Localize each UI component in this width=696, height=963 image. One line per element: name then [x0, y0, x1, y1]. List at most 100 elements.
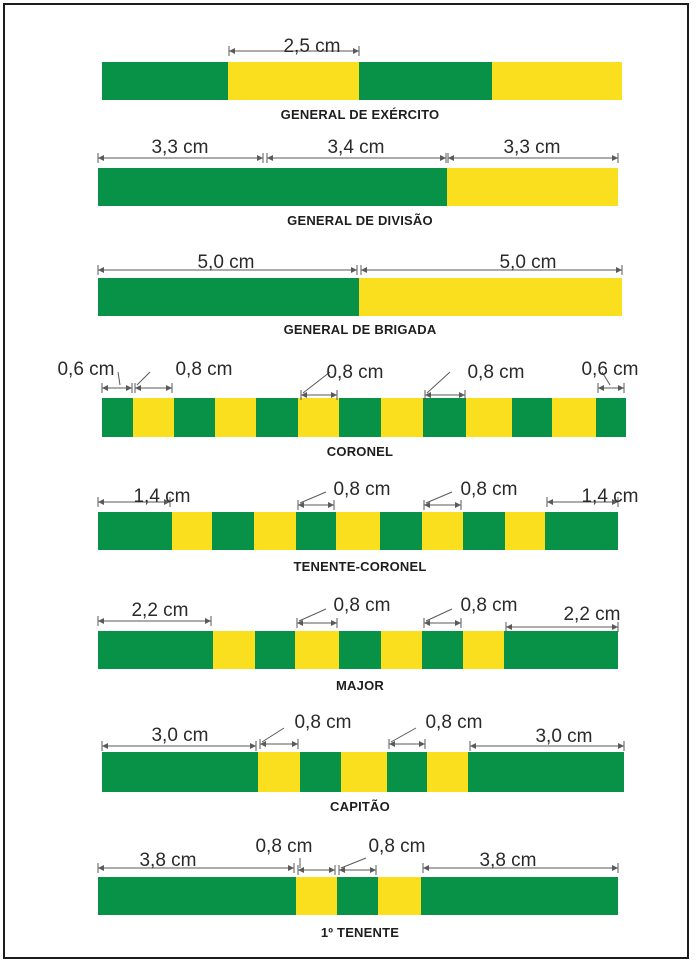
leader-line [426, 371, 451, 394]
arrowhead-right [351, 267, 357, 273]
stripe-green [423, 398, 466, 437]
measurement-label: 0,8 cm [333, 479, 390, 500]
stripe-yellow [381, 398, 423, 437]
stripe-yellow [213, 631, 255, 669]
measurement-label: 3,8 cm [139, 850, 196, 871]
arrowhead-left [260, 741, 266, 747]
measurement-label: 0,8 cm [255, 836, 312, 857]
arrowhead-left [229, 48, 235, 54]
arrowhead-right [328, 502, 334, 508]
arrowhead-right [459, 392, 465, 398]
measurement-label: 3,4 cm [327, 137, 384, 158]
measurement-label: 3,8 cm [479, 850, 536, 871]
arrowhead-right [618, 743, 624, 749]
arrowhead-left [301, 392, 307, 398]
insignia-group: 3,0 cm 0,8 cm 0,8 cm 3,0 cm CAPITÃO [101, 712, 625, 814]
stripe-green [98, 168, 265, 206]
insignia-group: 2,5 cm GENERAL DE EXÉRCITO [102, 36, 622, 122]
arrowhead-left [298, 867, 304, 873]
stripe-yellow [341, 752, 387, 792]
stripe-green [359, 62, 492, 100]
measurement-label: 2,2 cm [563, 604, 620, 625]
measurement-label: 0,8 cm [460, 595, 517, 616]
arrowhead-left [98, 618, 104, 624]
stripe-yellow [295, 631, 339, 669]
leader-line [390, 727, 417, 743]
stripe-green [300, 752, 341, 792]
leader-line [302, 371, 331, 394]
arrowhead-left [389, 741, 395, 747]
arrowhead-right [329, 867, 335, 873]
stripe-green [339, 398, 381, 437]
rank-label: GENERAL DE BRIGADA [284, 322, 437, 337]
measurement-label: 0,8 cm [326, 362, 383, 383]
stripe-green [102, 62, 228, 100]
arrowhead-left [547, 499, 553, 505]
stripe-green [387, 752, 427, 792]
rank-label: CORONEL [327, 444, 393, 459]
stripe-yellow [298, 398, 339, 437]
stripe-yellow [378, 877, 421, 915]
leader-line [425, 608, 453, 622]
stripe-green [212, 512, 254, 550]
rank-label: 1º TENENTE [321, 925, 399, 940]
measurement-label: 2,2 cm [131, 600, 188, 621]
stripe-green [545, 512, 618, 550]
stripe-green [98, 512, 172, 550]
arrowhead-right [612, 865, 618, 871]
arrowhead-right [257, 155, 263, 161]
arrowhead-left [98, 155, 104, 161]
measurement-label: 0,8 cm [368, 836, 425, 857]
measurement-label: 0,8 cm [294, 712, 351, 733]
stripe-green [421, 877, 618, 915]
stripe-yellow [466, 398, 512, 437]
stripe-green [102, 398, 133, 437]
insignia-group: 5,0 cm 5,0 cm GENERAL DE BRIGADA [97, 252, 623, 337]
measurement-label: 3,0 cm [151, 725, 208, 746]
measurement-label: 0,8 cm [333, 595, 390, 616]
arrowhead-left [425, 392, 431, 398]
stripe-green [256, 398, 298, 437]
stripe-green [504, 631, 618, 669]
stripe-green [98, 631, 213, 669]
stripe-green [463, 512, 505, 550]
stripe-green [174, 398, 215, 437]
measurement-label: 3,3 cm [151, 137, 208, 158]
arrowhead-left [298, 502, 304, 508]
measurement-label: 0,8 cm [425, 712, 482, 733]
arrowhead-right [419, 741, 425, 747]
rank-label: MAJOR [336, 678, 384, 693]
leader-line [136, 371, 151, 386]
arrowhead-right [618, 385, 624, 391]
stripe-green [339, 631, 381, 669]
arrowhead-right [250, 743, 256, 749]
arrowhead-right [616, 267, 622, 273]
arrowhead-left [102, 743, 108, 749]
arrowhead-left [98, 865, 104, 871]
leader-line [340, 857, 367, 869]
arrowhead-left [424, 620, 430, 626]
stripe-yellow [422, 512, 463, 550]
arrowhead-left [424, 502, 430, 508]
stripe-yellow [505, 512, 545, 550]
measurement-label: 2,5 cm [283, 36, 340, 57]
stripe-green [98, 278, 359, 316]
rank-label: CAPITÃO [330, 799, 390, 814]
arrowhead-left [448, 155, 454, 161]
arrowhead-right [331, 392, 337, 398]
stripe-green [255, 631, 295, 669]
arrowhead-right [331, 620, 337, 626]
stripe-yellow [359, 278, 622, 316]
leader-line [425, 491, 453, 504]
measurement-label: 0,8 cm [175, 359, 232, 380]
measurement-label: 1,4 cm [581, 486, 638, 507]
arrowhead-left [98, 267, 104, 273]
arrowhead-right [166, 385, 172, 391]
arrowhead-left [361, 267, 367, 273]
arrowhead-right [370, 867, 376, 873]
measurement-label: 0,8 cm [467, 362, 524, 383]
measurement-label: 0,8 cm [460, 479, 517, 500]
rank-label: GENERAL DE DIVISÃO [287, 213, 433, 228]
arrowhead-left [297, 620, 303, 626]
